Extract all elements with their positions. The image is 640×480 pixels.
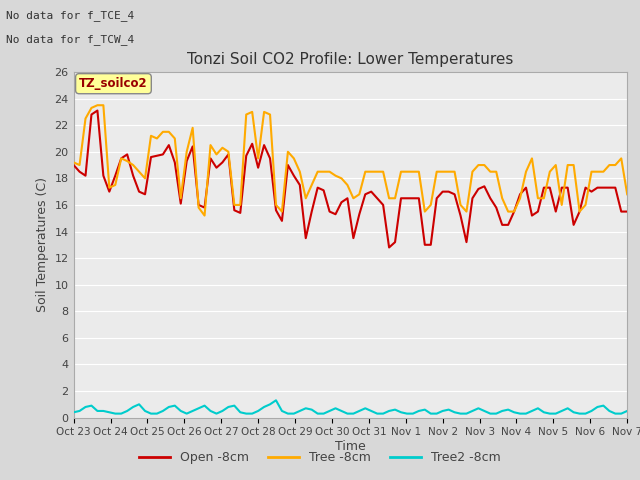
Title: Tonzi Soil CO2 Profile: Lower Temperatures: Tonzi Soil CO2 Profile: Lower Temperatur… xyxy=(188,52,513,67)
Text: No data for f_TCW_4: No data for f_TCW_4 xyxy=(6,34,134,45)
Legend: Open -8cm, Tree -8cm, Tree2 -8cm: Open -8cm, Tree -8cm, Tree2 -8cm xyxy=(134,446,506,469)
X-axis label: Time: Time xyxy=(335,440,366,453)
Text: No data for f_TCE_4: No data for f_TCE_4 xyxy=(6,10,134,21)
Y-axis label: Soil Temperatures (C): Soil Temperatures (C) xyxy=(36,177,49,312)
Text: TZ_soilco2: TZ_soilco2 xyxy=(79,77,148,90)
